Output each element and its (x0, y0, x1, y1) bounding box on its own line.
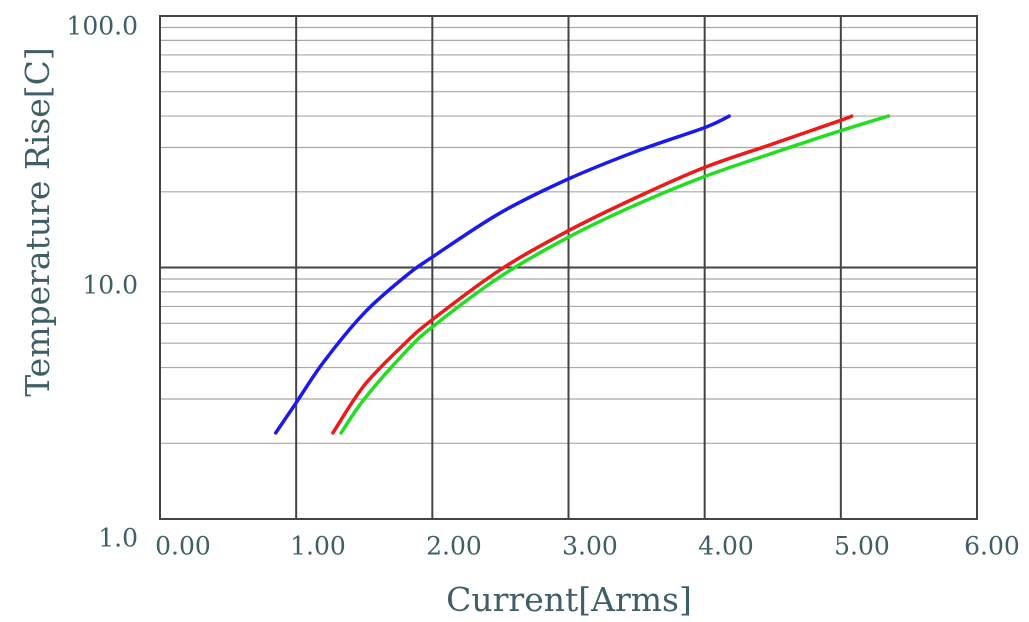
y-tick-label: 10.0 (82, 271, 138, 300)
x-tick-label: 2.00 (426, 532, 482, 561)
series-line-1 (273, 114, 731, 435)
y-tick-label: 100.0 (66, 12, 138, 41)
x-tick-labels: 0.00 1.00 2.00 3.00 4.00 5.00 6.00 (155, 532, 1020, 561)
y-tick-label: 1.0 (98, 524, 138, 553)
plot-frame (159, 15, 978, 520)
series-line-3 (339, 114, 891, 435)
x-tick-label: 4.00 (698, 532, 754, 561)
y-axis-title: Temperature Rise[C] (18, 47, 57, 397)
x-tick-label: 5.00 (834, 532, 890, 561)
x-tick-label: 0.00 (155, 532, 211, 561)
x-tick-label: 1.00 (290, 532, 346, 561)
x-tick-label: 6.00 (964, 532, 1020, 561)
x-tick-label: 3.00 (562, 532, 618, 561)
series-line-2 (331, 114, 854, 435)
x-axis-title: Current[Arms] (446, 580, 692, 619)
series-layer (273, 114, 891, 435)
